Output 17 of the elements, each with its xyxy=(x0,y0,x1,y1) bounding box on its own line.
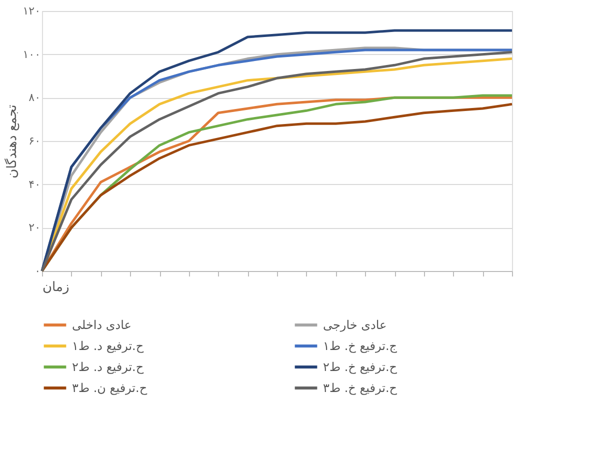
y-tick-label: ۲۰ xyxy=(28,221,40,234)
legend-label: ح.ترفیع د. ط۱ xyxy=(72,339,144,353)
legend-label: عادی خارجی xyxy=(323,318,387,332)
legend-label: ح.ترفیع ن. ط۳ xyxy=(72,381,148,395)
y-tick-label: ۱۲۰ xyxy=(22,4,40,18)
y-tick-label: ۰ xyxy=(34,264,40,278)
y-tick-label: ۶۰ xyxy=(28,134,40,148)
legend-label: ح.ترفیع خ. ط۳ xyxy=(323,381,398,395)
y-tick-label: ۱۰۰ xyxy=(22,48,40,61)
y-axis-title: تجمع دهندگان xyxy=(4,104,20,178)
y-tick-label: ۸۰ xyxy=(28,91,40,104)
legend-label: ج.ترفیع خ. ط۱ xyxy=(323,339,398,353)
legend-label: عادی داخلی xyxy=(72,318,132,332)
y-tick-label: ۴۰ xyxy=(28,178,40,191)
legend-label: ح.ترفیع خ. ط۲ xyxy=(323,360,398,374)
x-axis-title: زمان xyxy=(42,280,70,295)
legend-label: ح.ترفیع د. ط۲ xyxy=(72,360,144,374)
